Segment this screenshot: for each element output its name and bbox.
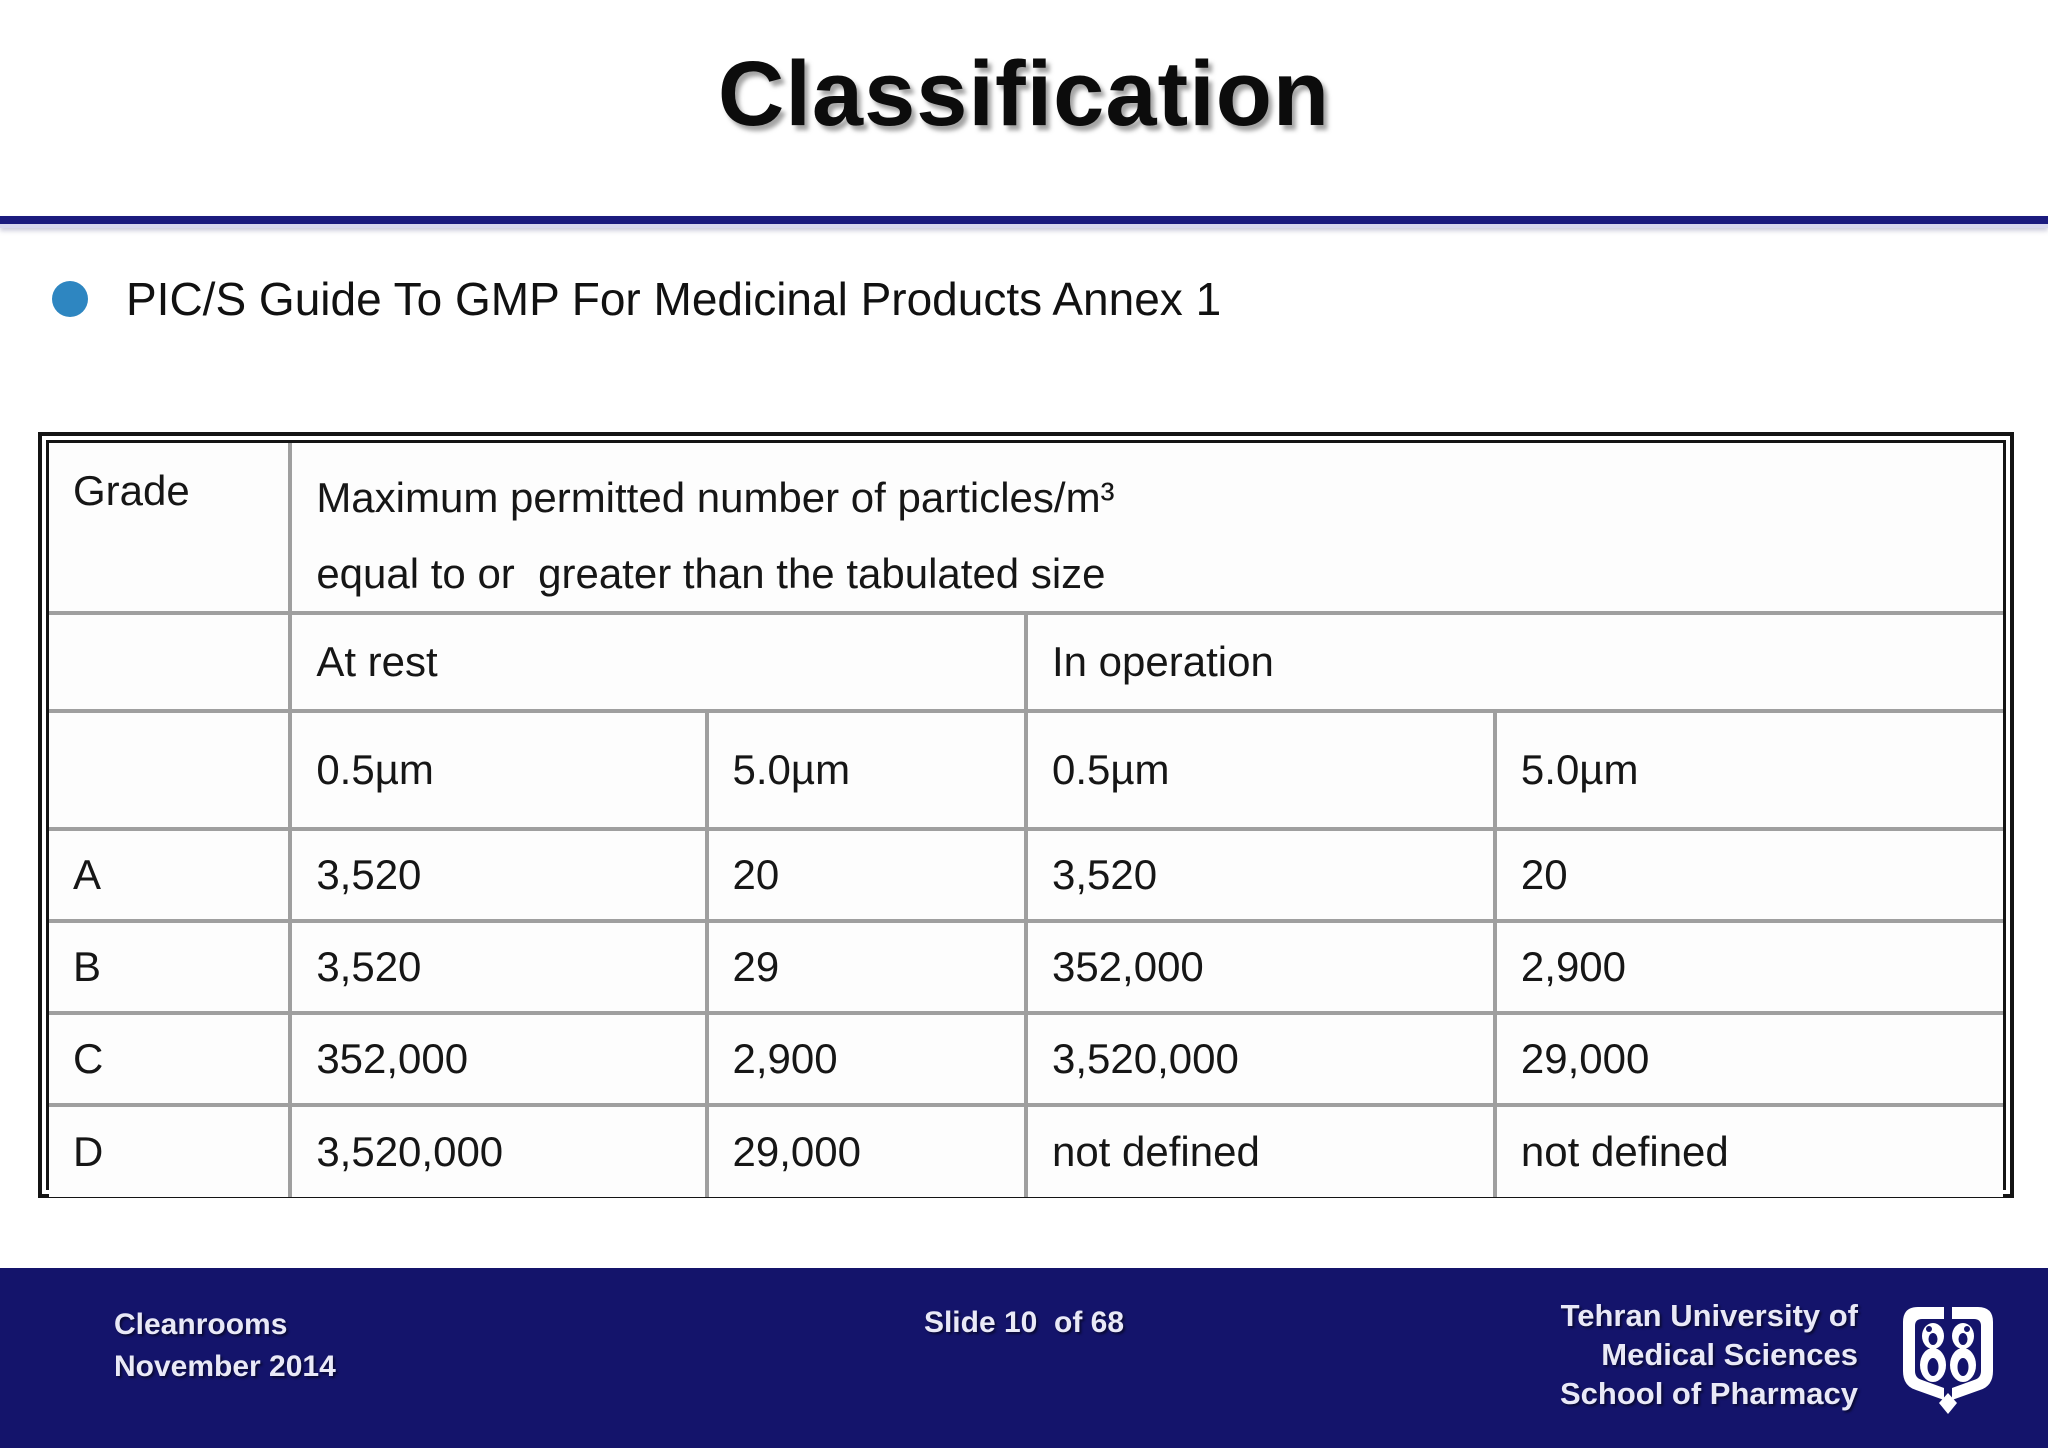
- value-cell: 29: [704, 919, 1028, 1015]
- table-row-size-headers: 0.5µm 5.0µm 0.5µm 5.0µm: [49, 709, 2003, 831]
- value-cell: not defined: [1023, 1103, 1497, 1197]
- table-row-state-headers: At rest In operation: [49, 611, 2003, 713]
- bullet-icon: [52, 281, 88, 317]
- particles-header-line2: equal to or greater than the tabulated s…: [316, 550, 1106, 597]
- value-cell: 20: [704, 827, 1028, 923]
- bullet-text: PIC/S Guide To GMP For Medicinal Product…: [126, 273, 1222, 325]
- empty-cell: [49, 709, 293, 831]
- footer-institution-line1: Tehran University of: [1560, 1298, 1858, 1333]
- value-cell: not defined: [1492, 1103, 2003, 1197]
- table-row-grade-c: C 352,000 2,900 3,520,000 29,000: [49, 1011, 2003, 1107]
- value-cell: 20: [1492, 827, 2003, 923]
- grade-header-cell: Grade: [49, 443, 293, 615]
- footer-institution-line2: Medical Sciences: [1601, 1337, 1858, 1372]
- value-cell: 2,900: [704, 1011, 1028, 1107]
- value-cell: 3,520,000: [288, 1103, 709, 1197]
- particles-header-line1: Maximum permitted number of particles/m³: [316, 474, 1115, 521]
- page-title: Classification: [717, 43, 1331, 145]
- tums-logo: [1903, 1307, 1993, 1414]
- table-row-grade-a: A 3,520 20 3,520 20: [49, 827, 2003, 923]
- footer-institution-line3: School of Pharmacy: [1559, 1376, 1858, 1411]
- title-divider-rule: [0, 216, 2048, 228]
- value-cell: 3,520: [1023, 827, 1497, 923]
- footer-deck-date: November 2014: [114, 1350, 336, 1383]
- table-row-grade-b: B 3,520 29 352,000 2,900: [49, 919, 2003, 1015]
- value-cell: 3,520,000: [1023, 1011, 1497, 1107]
- value-cell: 3,520: [288, 919, 709, 1015]
- value-cell: 352,000: [288, 1011, 709, 1107]
- value-cell: 352,000: [1023, 919, 1497, 1015]
- grade-cell: C: [49, 1011, 293, 1107]
- classification-table-frame: Grade Maximum permitted number of partic…: [38, 432, 2014, 1198]
- table-row-header-main: Grade Maximum permitted number of partic…: [49, 443, 2003, 615]
- classification-table-inner-frame: Grade Maximum permitted number of partic…: [46, 440, 2006, 1197]
- footer-deck-title: Cleanrooms: [114, 1308, 288, 1341]
- grade-cell: D: [49, 1103, 293, 1197]
- table-row-grade-d: D 3,520,000 29,000 not defined not defin…: [49, 1103, 2003, 1197]
- value-cell: 2,900: [1492, 919, 2003, 1015]
- size-header-cell: 5.0µm: [704, 709, 1028, 831]
- classification-table: Grade Maximum permitted number of partic…: [49, 443, 2003, 1197]
- footer-institution-block: Tehran University of Medical Sciences Sc…: [1560, 1296, 1858, 1413]
- bullet-line: PIC/S Guide To GMP For Medicinal Product…: [52, 272, 1221, 326]
- value-cell: 29,000: [1492, 1011, 2003, 1107]
- grade-cell: A: [49, 827, 293, 923]
- value-cell: 3,520: [288, 827, 709, 923]
- size-header-cell: 5.0µm: [1492, 709, 2003, 831]
- footer-slide-number: Slide 10 of 68: [923, 1306, 1125, 1339]
- size-header-cell: 0.5µm: [1023, 709, 1497, 831]
- at-rest-header-cell: At rest: [288, 611, 1028, 713]
- particles-header-cell: Maximum permitted number of particles/m³…: [288, 443, 2003, 615]
- value-cell: 29,000: [704, 1103, 1028, 1197]
- in-operation-header-cell: In operation: [1023, 611, 2003, 713]
- empty-cell: [49, 611, 293, 713]
- footer-left-block: Cleanrooms November 2014: [114, 1304, 336, 1388]
- grade-cell: B: [49, 919, 293, 1015]
- size-header-cell: 0.5µm: [288, 709, 709, 831]
- footer-bar: Cleanrooms November 2014 Slide 10 of 68 …: [0, 1268, 2048, 1448]
